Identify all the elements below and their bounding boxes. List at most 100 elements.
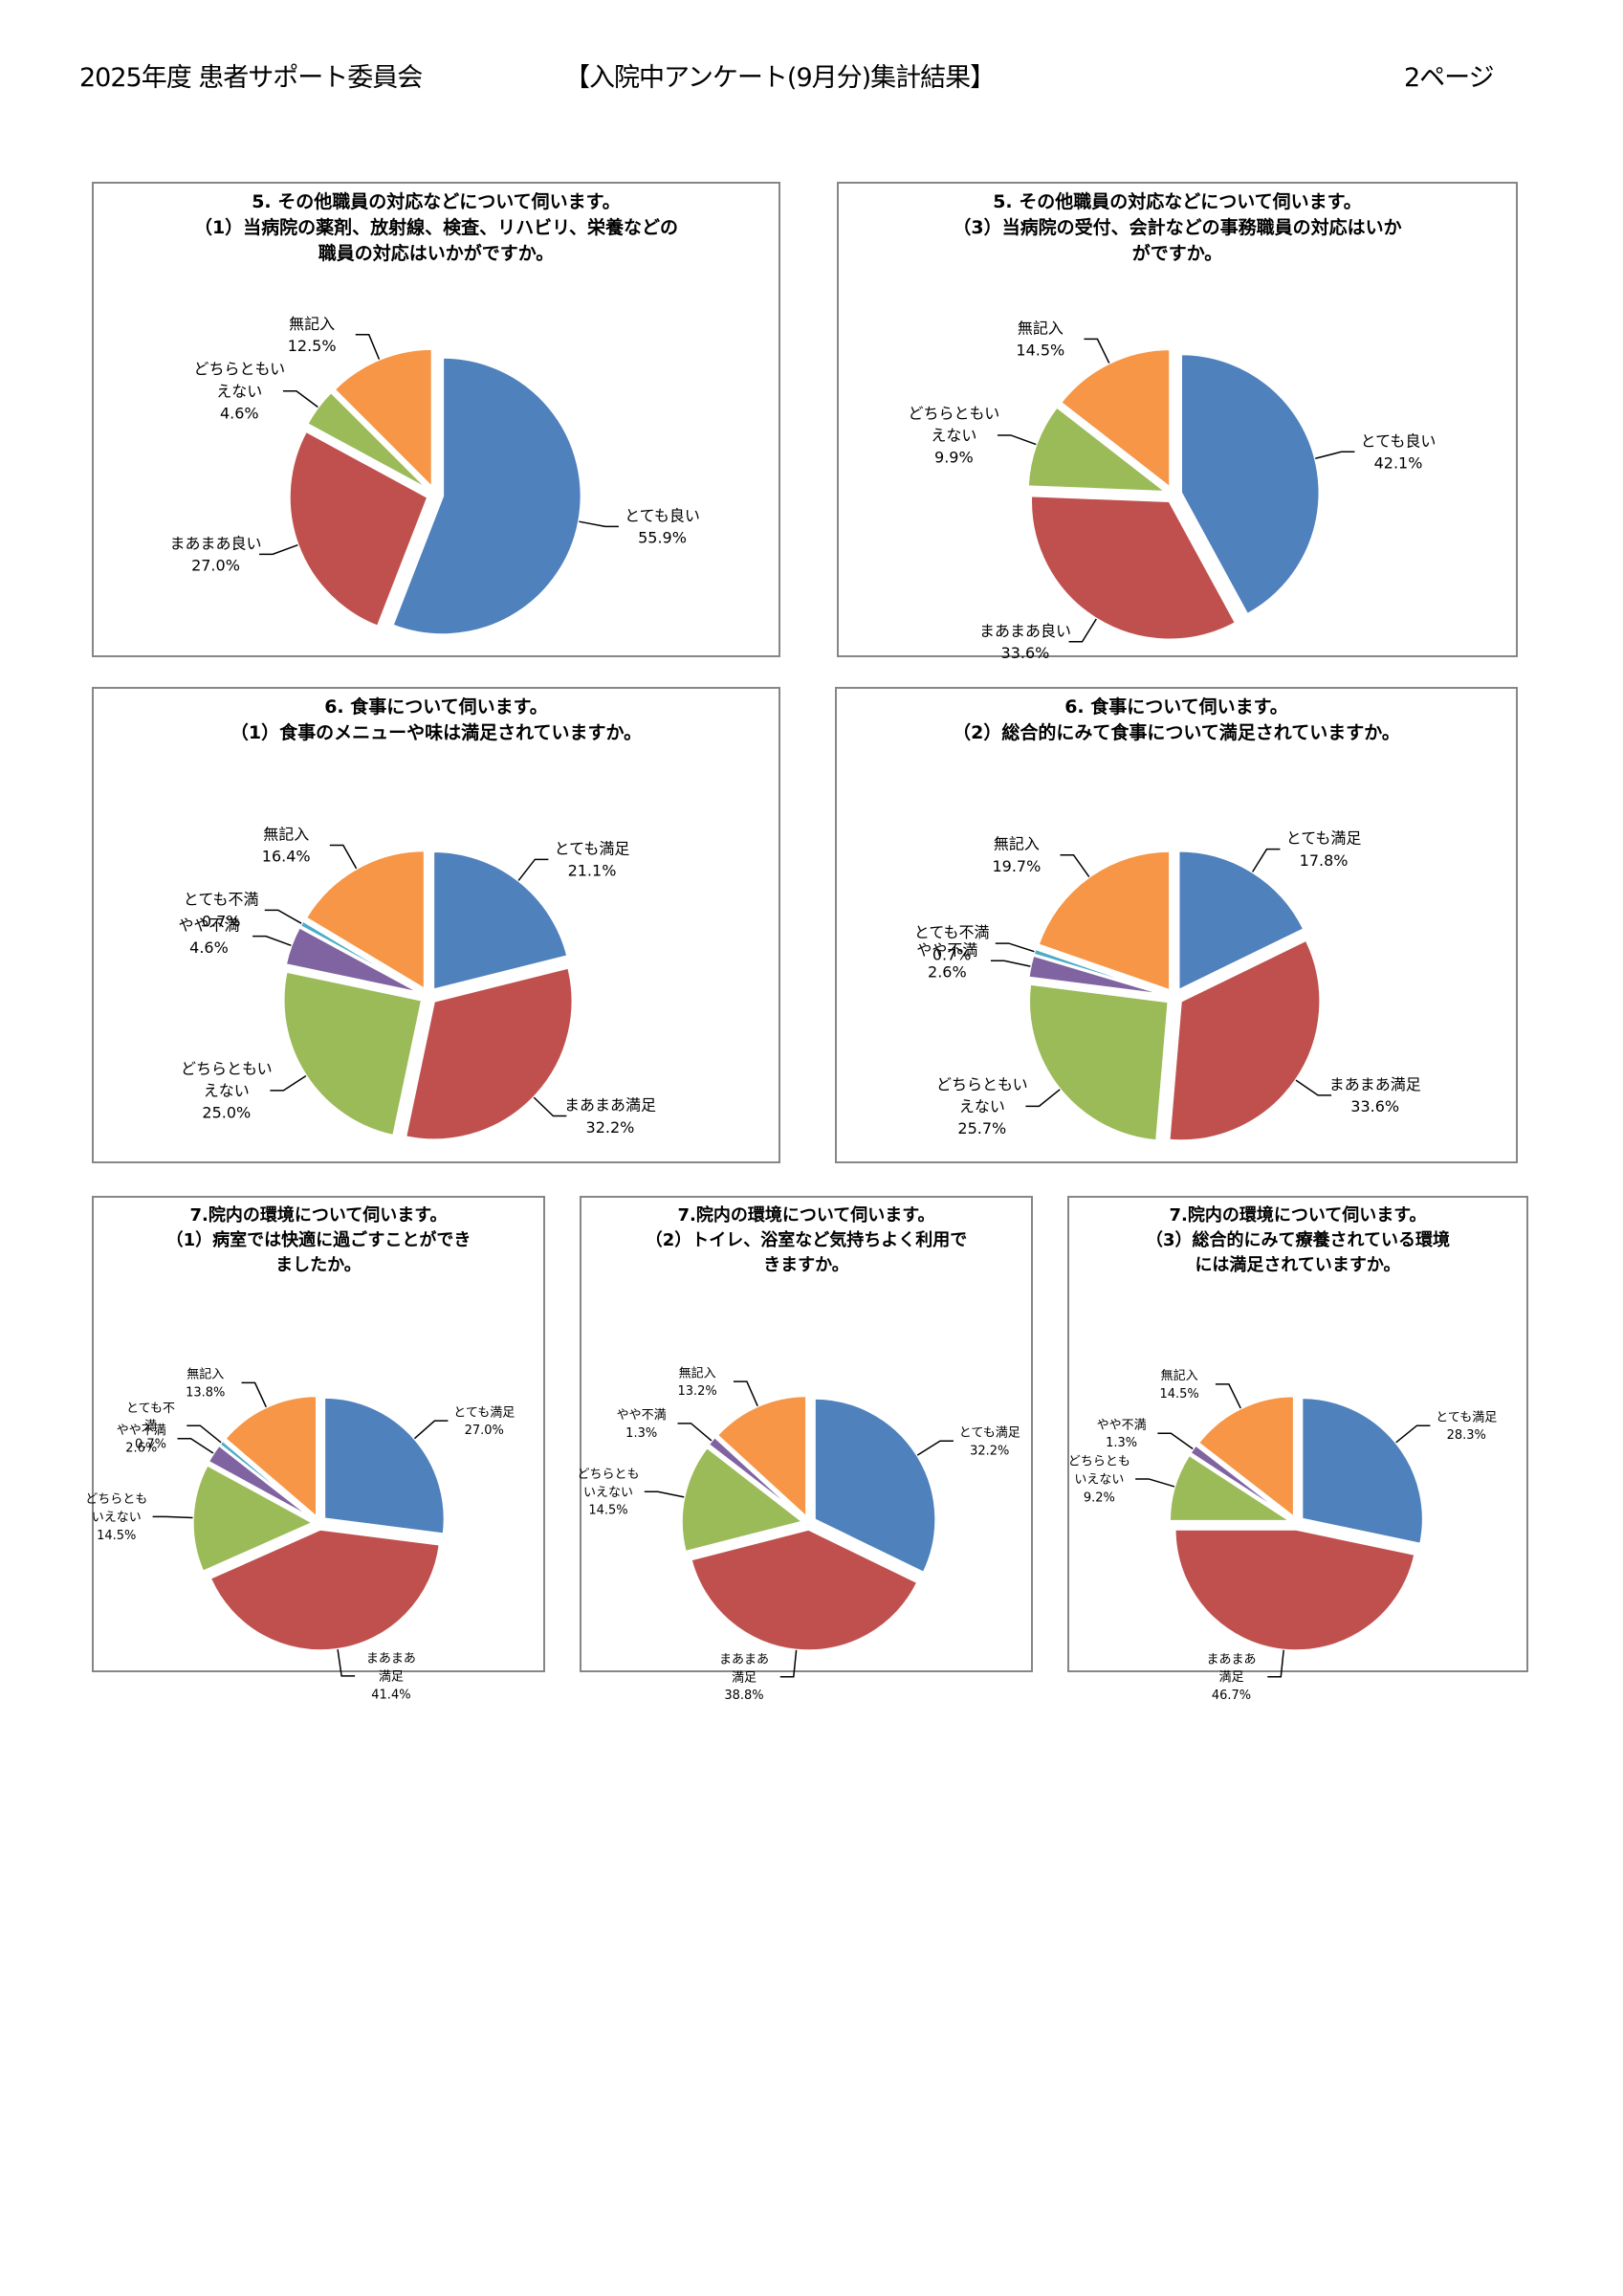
- chart-title: 6. 食事について伺います。 （1）食事のメニューや味は満足されていますか。: [230, 696, 643, 743]
- data-label-no-answer: 無記入 13.8%: [186, 1367, 225, 1401]
- data-label-no-answer: 無記入 19.7%: [992, 835, 1041, 875]
- pie-slice-fairly-good: [288, 430, 430, 629]
- chart-toilet-bath: 7.院内の環境について伺います。 （2）トイレ、浴室など気持ちよく利用で きます…: [577, 1196, 1033, 1703]
- pie-slice-somewhat-dissatisfied: [706, 1435, 805, 1520]
- pie-slice-fairly-satisfied: [1173, 1528, 1417, 1652]
- pie-slice-very-satisfied: [1176, 849, 1306, 993]
- leader-line: [916, 1440, 954, 1456]
- leader-line: [241, 1381, 267, 1408]
- data-label-very-satisfied: とても満足 17.8%: [1286, 829, 1362, 870]
- pie-slice-no-answer: [304, 849, 427, 992]
- leader-line: [177, 1437, 214, 1454]
- leader-line: [533, 1096, 567, 1117]
- data-label-neutral: どちらともいえない 14.5%: [85, 1492, 147, 1543]
- data-label-very-satisfied: とても満足 21.1%: [555, 839, 630, 879]
- data-label-very-dissatisfied: とても不満 0.7%: [126, 1402, 175, 1452]
- leader-line: [413, 1420, 449, 1440]
- data-label-fairly-satisfied: まあまあ満足 41.4%: [366, 1652, 416, 1703]
- chart-room-comfort: 7.院内の環境について伺います。 （1）病室では快適に過ごすことができ ましたか…: [85, 1196, 545, 1703]
- leader-line: [1084, 338, 1110, 364]
- leader-line: [1251, 848, 1281, 872]
- data-label-very-satisfied: とても満足 28.3%: [1436, 1410, 1497, 1443]
- chart-title: 5. その他職員の対応などについて伺います。 （3）当病院の受付、会計などの事務…: [953, 191, 1402, 264]
- data-label-somewhat-dissatisfied: やや不満 2.6%: [916, 940, 977, 981]
- pie-slice-no-answer: [1196, 1394, 1296, 1520]
- pie-slice-somewhat-dissatisfied: [1188, 1443, 1293, 1521]
- data-label-fairly-satisfied: まあまあ満足 32.2%: [564, 1096, 656, 1137]
- data-label-neutral: どちらともいえない 4.6%: [193, 360, 285, 422]
- leader-line: [677, 1423, 713, 1442]
- pie-chart: とても満足 27.0% まあまあ満足 41.4% どちらともいえない 14.5% やや不満 2…: [85, 1367, 515, 1703]
- leader-line: [355, 334, 381, 360]
- data-label-very-good: とても良い 55.9%: [625, 506, 700, 546]
- leader-line: [1315, 451, 1355, 459]
- leader-line: [152, 1515, 193, 1519]
- leader-line: [1295, 1079, 1332, 1096]
- chart-title: 5. その他職員の対応などについて伺います。 （1）当病院の薬剤、放射線、検査、…: [193, 191, 679, 264]
- data-label-fairly-satisfied: まあまあ満足 46.7%: [1206, 1652, 1256, 1703]
- chart-title: 7.院内の環境について伺います。 （3）総合的にみて療養されている環境 には満足…: [1146, 1205, 1450, 1275]
- leader-line: [270, 1074, 307, 1092]
- pie-slice-fairly-satisfied: [689, 1528, 920, 1652]
- leader-line: [252, 935, 292, 946]
- pie-chart: とても満足 17.8% まあまあ満足 33.6% どちらともいえない 25.7% やや不満 2…: [914, 829, 1421, 1142]
- leader-line: [282, 390, 318, 408]
- data-label-somewhat-dissatisfied: やや不満 1.3%: [617, 1408, 667, 1441]
- data-label-very-dissatisfied: とても不満 0.7%: [914, 923, 990, 963]
- data-label-no-answer: 無記入 12.5%: [288, 315, 337, 355]
- chart-staff-office: 5. その他職員の対応などについて伺います。 （3）当病院の受付、会計などの事務…: [837, 182, 1518, 662]
- pie-slice-very-good: [1179, 352, 1321, 617]
- data-label-very-satisfied: とても満足 32.2%: [959, 1425, 1020, 1458]
- leader-line: [1267, 1649, 1284, 1678]
- report-title: 【入院中アンケート(9月分)集計結果】: [564, 63, 996, 93]
- data-label-neutral: どちらともいえない 14.5%: [577, 1468, 639, 1518]
- leader-line: [264, 909, 302, 924]
- pie-slice-neutral: [680, 1446, 806, 1554]
- leader-line: [329, 844, 358, 870]
- pie-slice-neutral: [1027, 982, 1171, 1142]
- leader-line: [1135, 1478, 1175, 1488]
- pie-slice-very-satisfied: [431, 850, 570, 992]
- data-label-fairly-good: まあまあ良い 33.6%: [979, 622, 1071, 662]
- leader-line: [1060, 853, 1090, 877]
- leader-line: [990, 960, 1031, 967]
- leader-line: [733, 1380, 758, 1407]
- pie-slice-very-satisfied: [813, 1397, 937, 1575]
- pie-slice-somewhat-dissatisfied: [284, 925, 423, 995]
- data-label-very-satisfied: とても満足 27.0%: [453, 1405, 515, 1438]
- data-label-neutral: どちらともいえない 25.7%: [936, 1075, 1028, 1137]
- leader-line: [1025, 1089, 1061, 1108]
- leader-line: [337, 1649, 356, 1677]
- leader-line: [1395, 1424, 1431, 1444]
- pie-slice-very-satisfied: [1300, 1396, 1425, 1546]
- data-label-fairly-good: まあまあ良い 27.0%: [169, 534, 261, 574]
- data-label-no-answer: 無記入 16.4%: [262, 825, 311, 865]
- data-label-no-answer: 無記入 13.2%: [677, 1365, 716, 1399]
- data-label-fairly-satisfied: まあまあ満足 33.6%: [1329, 1075, 1421, 1115]
- leader-line: [1157, 1432, 1194, 1450]
- pie-slice-fairly-satisfied: [1167, 938, 1322, 1142]
- pie-chart: とても良い 42.1% まあまあ良い 33.6% どちらともいえない 9.9% 無記入 14.…: [909, 319, 1437, 662]
- pie-slice-very-dissatisfied: [297, 918, 423, 994]
- data-label-very-dissatisfied: とても不満 0.7%: [184, 890, 259, 930]
- leader-line: [259, 544, 298, 556]
- pie-slice-neutral: [191, 1463, 317, 1574]
- pie-chart: とても満足 21.1% まあまあ満足 32.2% どちらともいえない 25.0% やや不満 4…: [178, 825, 656, 1141]
- pie-slice-very-dissatisfied: [1031, 947, 1168, 996]
- chart-title: 7.院内の環境について伺います。 （1）病室では快適に過ごすことができ ましたか…: [165, 1205, 472, 1275]
- data-label-somewhat-dissatisfied: やや不満 2.6%: [117, 1424, 166, 1456]
- chart-meal-overall: 6. 食事について伺います。 （2）総合的にみて食事について満足されていますか。…: [835, 687, 1518, 1163]
- data-label-fairly-satisfied: まあまあ満足 38.8%: [719, 1652, 769, 1703]
- data-label-neutral: どちらともいえない 9.9%: [909, 404, 1000, 466]
- leader-line: [779, 1649, 798, 1678]
- pie-slice-neutral: [282, 970, 424, 1137]
- data-label-no-answer: 無記入 14.5%: [1016, 319, 1064, 359]
- leader-line: [1068, 618, 1097, 643]
- pie-slice-fairly-good: [1029, 494, 1238, 642]
- leader-line: [995, 942, 1035, 953]
- chart-title: 6. 食事について伺います。 （2）総合的にみて食事について満足されていますか。: [953, 696, 1400, 743]
- pie-chart: とても満足 32.2% まあまあ満足 38.8% どちらともいえない 14.5% やや不満 1…: [577, 1365, 1020, 1703]
- pie-chart: とても満足 28.3% まあまあ満足 46.7% どちらともいえない 9.2% やや不満 1.…: [1068, 1368, 1497, 1703]
- pie-slice-neutral: [305, 389, 430, 492]
- leader-line: [1215, 1383, 1241, 1409]
